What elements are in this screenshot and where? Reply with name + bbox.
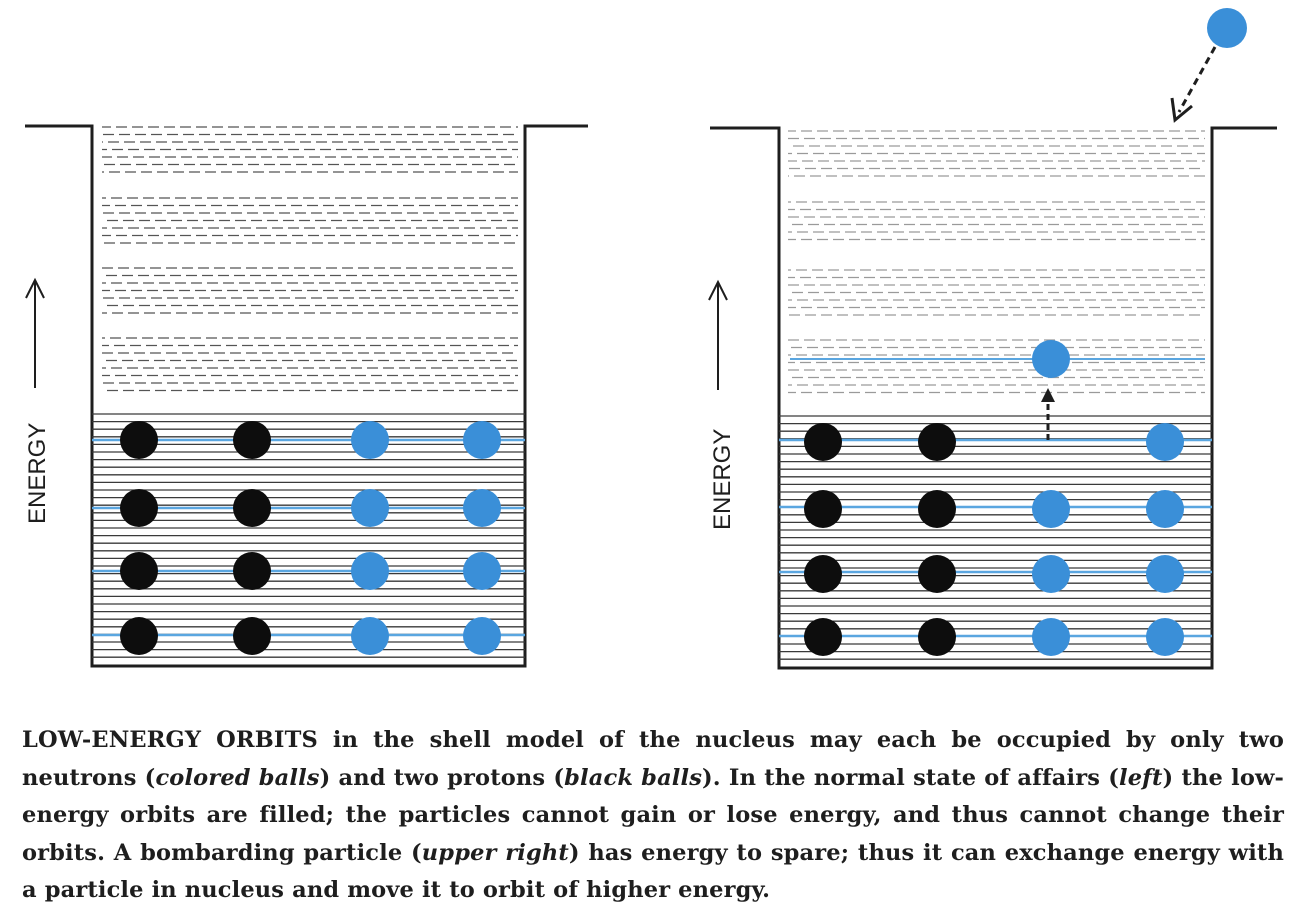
caption-lead: LOW-ENERGY ORBITS — [22, 727, 318, 753]
caption-left: left — [1119, 764, 1163, 791]
proton-ball — [233, 617, 271, 655]
right-empty-orbit-levels — [788, 130, 1205, 394]
neutron-ball — [1146, 555, 1184, 593]
neutron-ball — [351, 489, 389, 527]
proton-ball — [120, 489, 158, 527]
left-empty-orbit-levels — [102, 126, 518, 392]
right-nucleons — [804, 423, 1184, 656]
caption-black-balls: black balls — [564, 764, 703, 791]
neutron-ball — [351, 617, 389, 655]
right-energy-arrow — [708, 279, 728, 390]
left-nucleons — [120, 421, 501, 655]
proton-ball — [804, 490, 842, 528]
right-energy-label: ENERGY — [709, 429, 736, 530]
bombarding-trajectory-arrow — [1170, 46, 1217, 123]
caption-upper-right: upper right — [421, 839, 569, 866]
caption-text-3: ). In the normal state of affairs ( — [702, 764, 1119, 791]
right-panel-bombarded-state: ENERGY — [708, 8, 1277, 670]
proton-ball — [804, 423, 842, 461]
neutron-ball — [1146, 618, 1184, 656]
caption-colored-balls: colored balls — [155, 764, 320, 791]
proton-ball — [120, 421, 158, 459]
neutron-ball — [463, 552, 501, 590]
right-potential-well — [710, 126, 1277, 670]
left-filled-orbit-lines — [92, 413, 525, 658]
neutron-ball — [1032, 618, 1070, 656]
caption-text-1: in the shell model of the nucleus may ea… — [22, 727, 1284, 791]
proton-ball — [120, 617, 158, 655]
caption-text-5: ) has energy to spare; thus it can excha… — [22, 839, 1284, 904]
left-energy-arrow — [25, 277, 45, 388]
proton-ball — [918, 423, 956, 461]
neutron-ball — [1146, 423, 1184, 461]
neutron-ball — [1146, 490, 1184, 528]
proton-ball — [233, 489, 271, 527]
left-panel-normal-state: ENERGY — [24, 124, 588, 668]
proton-ball — [233, 552, 271, 590]
neutron-ball — [1032, 490, 1070, 528]
left-potential-well — [25, 124, 588, 668]
excitation-arrow — [1041, 388, 1055, 440]
proton-ball — [233, 421, 271, 459]
figure-caption: LOW-ENERGY ORBITS in the shell model of … — [22, 722, 1284, 910]
proton-ball — [120, 552, 158, 590]
proton-ball — [804, 618, 842, 656]
excited-neutron — [1032, 340, 1070, 378]
caption-text-2: ) and two protons ( — [319, 764, 565, 791]
neutron-ball — [463, 617, 501, 655]
neutron-ball — [1032, 555, 1070, 593]
caption-text-4: ) the low-energy orbits are filled; the … — [22, 764, 1284, 866]
proton-ball — [918, 618, 956, 656]
neutron-ball — [463, 421, 501, 459]
right-filled-orbit-lines — [779, 415, 1212, 660]
neutron-ball — [463, 489, 501, 527]
neutron-ball — [351, 552, 389, 590]
neutron-ball — [351, 421, 389, 459]
shell-model-diagram: ENERGY ENERGY — [24, 8, 1277, 670]
bombarding-neutron — [1207, 8, 1247, 48]
proton-ball — [918, 555, 956, 593]
proton-ball — [804, 555, 842, 593]
left-energy-label: ENERGY — [24, 423, 51, 524]
proton-ball — [918, 490, 956, 528]
